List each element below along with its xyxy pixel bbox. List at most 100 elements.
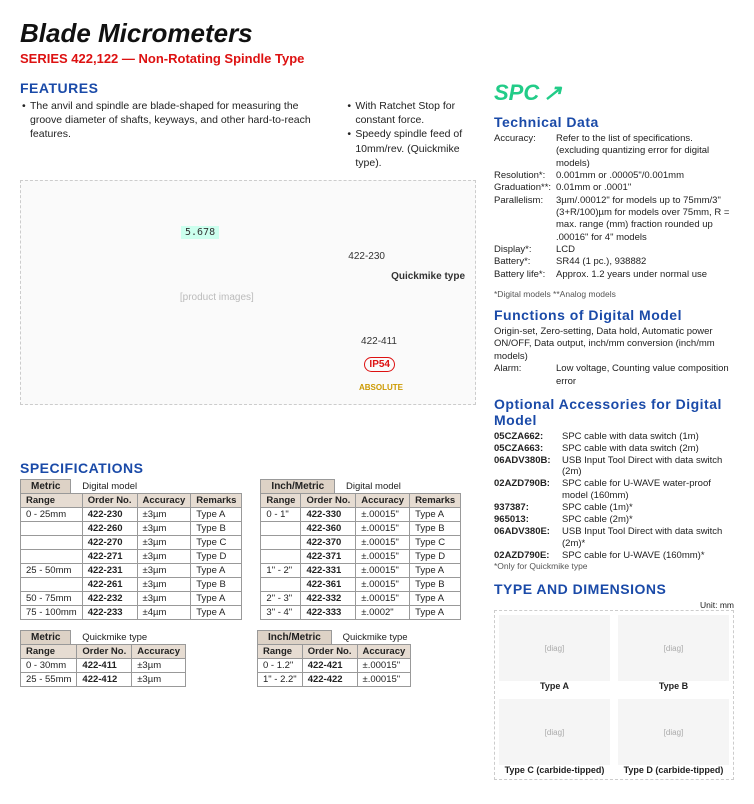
type-label: Type C (carbide-tipped) bbox=[505, 765, 605, 775]
cell: 422-330 bbox=[301, 507, 356, 521]
cell: ±.00015" bbox=[356, 563, 410, 577]
tech-key: Accuracy: bbox=[494, 133, 556, 170]
feature-item: Speedy spindle feed of 10mm/rev. (Quickm… bbox=[347, 127, 476, 170]
cell: ±.00015" bbox=[356, 521, 410, 535]
table-row: 422-270±3µmType C bbox=[21, 535, 242, 549]
cell: ±4µm bbox=[137, 605, 191, 619]
accessories-list: 05CZA662:SPC cable with data switch (1m)… bbox=[494, 431, 734, 562]
table-row: 25 - 55mm422-412±3µm bbox=[21, 672, 186, 686]
product-label: 422-411 bbox=[361, 336, 397, 347]
blade-diagram-a: [diag] bbox=[499, 615, 610, 681]
alarm-key: Alarm: bbox=[494, 363, 556, 388]
cell: ±.00015" bbox=[356, 591, 410, 605]
feature-item: With Ratchet Stop for constant force. bbox=[347, 99, 476, 127]
cell: Type A bbox=[410, 605, 461, 619]
cell: ±3µm bbox=[137, 577, 191, 591]
tech-value: Approx. 1.2 years under normal use bbox=[556, 269, 734, 281]
table-row: 0 - 25mm422-230±3µmType A bbox=[21, 507, 242, 521]
col-header: Order No. bbox=[302, 644, 357, 658]
cell: ±3µm bbox=[137, 563, 191, 577]
cell: ±.00015" bbox=[356, 549, 410, 563]
product-photo-area: 422-230 Quickmike type 422-411 IP54 ABSO… bbox=[20, 180, 476, 405]
feature-item: The anvil and spindle are blade-shaped f… bbox=[22, 99, 331, 142]
tech-key: Display*: bbox=[494, 244, 556, 256]
unit-label: Unit: mm bbox=[494, 600, 734, 610]
cell: 422-411 bbox=[77, 658, 132, 672]
cell: 75 - 100mm bbox=[21, 605, 83, 619]
table-row: 422-371±.00015"Type D bbox=[261, 549, 461, 563]
tech-key: Resolution*: bbox=[494, 170, 556, 182]
col-header: Remarks bbox=[191, 493, 242, 507]
type-label: Type B bbox=[659, 681, 688, 691]
cell: 422-270 bbox=[82, 535, 137, 549]
cell: 0 - 1" bbox=[261, 507, 301, 521]
table-row: 25 - 50mm422-231±3µmType A bbox=[21, 563, 242, 577]
table-subtype: Quickmike type bbox=[339, 631, 412, 644]
technical-footnote: *Digital models **Analog models bbox=[494, 289, 734, 299]
cell: 422-260 bbox=[82, 521, 137, 535]
cell: Type A bbox=[410, 507, 461, 521]
tech-key: Battery life*: bbox=[494, 269, 556, 281]
tech-key: Graduation**: bbox=[494, 182, 556, 194]
table-subtype: Digital model bbox=[342, 480, 405, 493]
arrow-icon: ↗ bbox=[543, 80, 561, 106]
cell bbox=[21, 521, 83, 535]
table-metric-quick: Metric Quickmike type RangeOrder No.Accu… bbox=[20, 630, 239, 687]
cell: ±.00015" bbox=[356, 535, 410, 549]
table-inch-digital: Inch/Metric Digital model RangeOrder No.… bbox=[260, 479, 476, 620]
functions-body: Origin-set, Zero-setting, Data hold, Aut… bbox=[494, 326, 734, 388]
cell: Type A bbox=[191, 563, 242, 577]
col-header: Accuracy bbox=[357, 644, 411, 658]
cell: 25 - 50mm bbox=[21, 563, 83, 577]
cell: 422-231 bbox=[82, 563, 137, 577]
table-row: 0 - 1"422-330±.00015"Type A bbox=[261, 507, 461, 521]
cell: ±.0002" bbox=[356, 605, 410, 619]
features-heading: FEATURES bbox=[20, 80, 476, 96]
accessories-heading: Optional Accessories for Digital Model bbox=[494, 396, 734, 428]
ip-badge: IP54 bbox=[364, 357, 395, 372]
col-header: Order No. bbox=[301, 493, 356, 507]
accessory-code: 06ADV380B: bbox=[494, 455, 562, 479]
table-row: 422-360±.00015"Type B bbox=[261, 521, 461, 535]
cell: 422-233 bbox=[82, 605, 137, 619]
dimensions-heading: TYPE AND DIMENSIONS bbox=[494, 581, 734, 597]
accessory-code: 05CZA663: bbox=[494, 443, 562, 455]
table-row: 2" - 3"422-332±.00015"Type A bbox=[261, 591, 461, 605]
table-row: 1" - 2"422-331±.00015"Type A bbox=[261, 563, 461, 577]
cell bbox=[261, 549, 301, 563]
table-row: 422-261±3µmType B bbox=[21, 577, 242, 591]
accessory-code: 02AZD790B: bbox=[494, 478, 562, 502]
functions-text: Origin-set, Zero-setting, Data hold, Aut… bbox=[494, 326, 734, 363]
blade-diagram-b: [diag] bbox=[618, 615, 729, 681]
cell: ±3µm bbox=[137, 549, 191, 563]
cell bbox=[21, 549, 83, 563]
features-col2: With Ratchet Stop for constant force. Sp… bbox=[345, 99, 476, 170]
features-col1: The anvil and spindle are blade-shaped f… bbox=[20, 99, 331, 170]
col-header: Range bbox=[261, 493, 301, 507]
cell: Type B bbox=[191, 521, 242, 535]
cell: 422-412 bbox=[77, 672, 132, 686]
col-header: Accuracy bbox=[356, 493, 410, 507]
cell: 1" - 2.2" bbox=[258, 672, 303, 686]
cell: 422-361 bbox=[301, 577, 356, 591]
dimensions-diagram: [diag]Type A [diag]Type B [diag]Type C (… bbox=[494, 610, 734, 780]
accessory-code: 05CZA662: bbox=[494, 431, 562, 443]
accessory-desc: SPC cable with data switch (1m) bbox=[562, 431, 699, 443]
quickmike-label: Quickmike type bbox=[391, 271, 465, 282]
table-row: 422-370±.00015"Type C bbox=[261, 535, 461, 549]
table-row: 422-260±3µmType B bbox=[21, 521, 242, 535]
accessory-desc: SPC cable for U-WAVE (160mm)* bbox=[562, 550, 705, 562]
col-header: Order No. bbox=[77, 644, 132, 658]
functions-heading: Functions of Digital Model bbox=[494, 307, 734, 323]
cell: Type A bbox=[410, 591, 461, 605]
cell: 422-271 bbox=[82, 549, 137, 563]
table-metric-digital: Metric Digital model RangeOrder No.Accur… bbox=[20, 479, 242, 620]
cell: 0 - 1.2" bbox=[258, 658, 303, 672]
tech-value: Refer to the list of specifications. (ex… bbox=[556, 133, 734, 170]
cell: ±3µm bbox=[137, 507, 191, 521]
cell: Type A bbox=[191, 591, 242, 605]
table-row: 50 - 75mm422-232±3µmType A bbox=[21, 591, 242, 605]
accessory-desc: SPC cable (2m)* bbox=[562, 514, 633, 526]
accessory-desc: SPC cable for U-WAVE water-proof model (… bbox=[562, 478, 734, 502]
cell: Type A bbox=[191, 507, 242, 521]
